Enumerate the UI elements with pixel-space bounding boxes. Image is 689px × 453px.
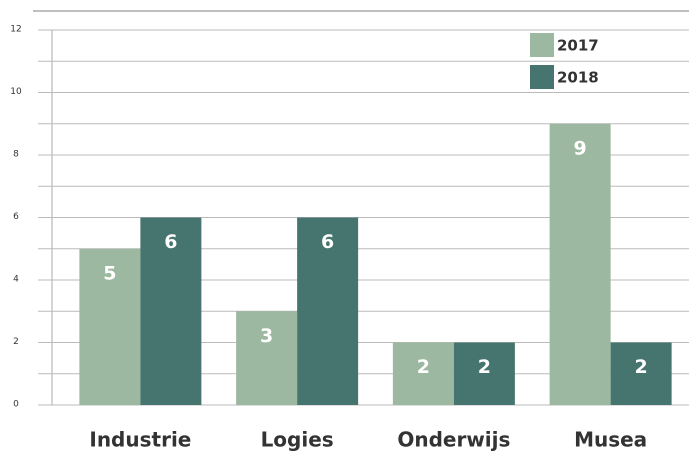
value-label: 2 xyxy=(635,356,648,378)
value-label: 2 xyxy=(417,356,430,378)
value-label: 6 xyxy=(321,231,334,253)
legend-label: 2017 xyxy=(557,37,599,55)
y-tick-label: 0 xyxy=(13,400,19,410)
y-tick-label: 4 xyxy=(13,275,19,285)
legend-swatch xyxy=(530,65,554,89)
value-label: 5 xyxy=(103,262,116,284)
x-tick-label: Industrie xyxy=(89,428,191,452)
bar xyxy=(236,311,298,405)
y-tick-label: 12 xyxy=(10,25,21,35)
y-tick-label: 6 xyxy=(13,212,19,222)
bar xyxy=(140,217,202,405)
value-label: 2 xyxy=(478,356,491,378)
bar xyxy=(453,342,515,405)
legend-swatch xyxy=(530,33,554,57)
y-tick-label: 2 xyxy=(13,337,19,347)
x-tick-label: Onderwijs xyxy=(397,428,510,452)
x-tick-label: Musea xyxy=(574,428,647,452)
value-label: 9 xyxy=(574,137,587,159)
bar xyxy=(610,342,672,405)
bar xyxy=(297,217,359,405)
bar xyxy=(79,248,141,405)
x-tick-label: Logies xyxy=(261,428,334,452)
y-tick-label: 8 xyxy=(13,150,19,160)
legend-label: 2018 xyxy=(557,69,599,87)
bar xyxy=(549,123,611,405)
y-tick-label: 10 xyxy=(10,87,22,97)
value-label: 6 xyxy=(164,231,177,253)
bar xyxy=(392,342,454,405)
value-label: 3 xyxy=(260,325,273,347)
